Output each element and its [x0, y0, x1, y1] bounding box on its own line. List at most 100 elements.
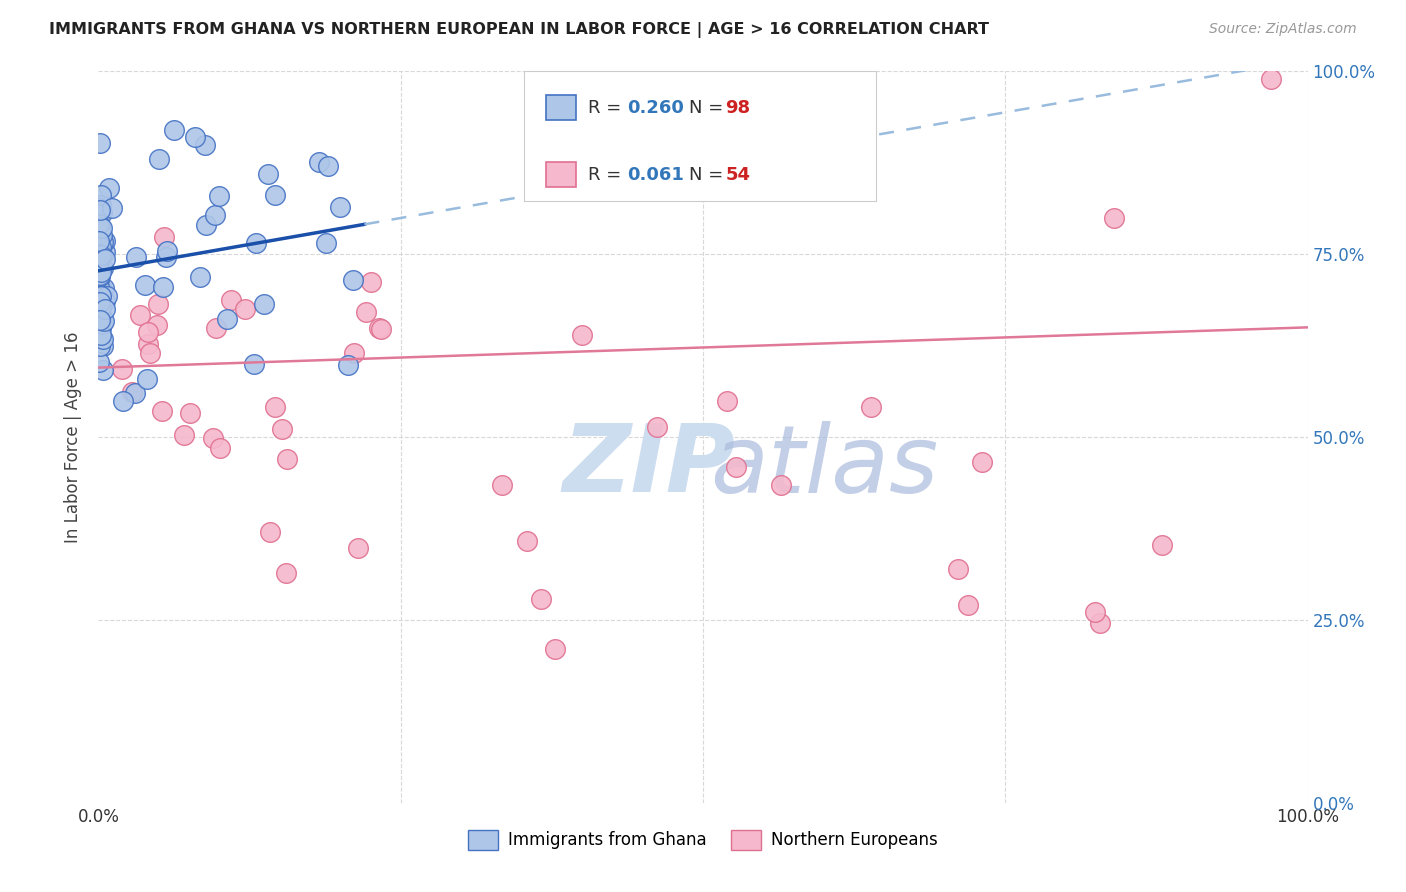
Point — [89, 339, 111, 353]
Point — [89, 268, 111, 283]
Point — [957, 598, 980, 612]
Point — [87, 262, 110, 277]
Point — [367, 321, 389, 335]
Point — [111, 362, 134, 376]
Point — [1260, 71, 1282, 86]
Point — [89, 305, 111, 319]
Legend: Immigrants from Ghana, Northern Europeans: Immigrants from Ghana, Northern European… — [461, 823, 945, 856]
Point — [89, 226, 111, 240]
Point — [343, 346, 366, 360]
Point — [91, 228, 114, 243]
Point — [89, 312, 111, 326]
Point — [89, 285, 111, 299]
Text: 98: 98 — [725, 99, 751, 117]
Point — [125, 250, 148, 264]
Point — [90, 198, 112, 212]
Point — [89, 300, 111, 314]
Point — [179, 406, 201, 420]
Point — [90, 288, 112, 302]
Point — [90, 284, 112, 298]
Point — [90, 265, 112, 279]
Point — [89, 287, 111, 301]
Point — [150, 404, 173, 418]
Point — [90, 288, 112, 302]
Point — [152, 280, 174, 294]
Point — [89, 295, 111, 310]
Text: R =: R = — [588, 99, 627, 117]
Point — [89, 234, 111, 248]
Point — [129, 308, 152, 322]
Point — [90, 188, 112, 202]
Point — [139, 346, 162, 360]
Point — [1088, 616, 1111, 631]
Text: R =: R = — [588, 166, 627, 184]
Point — [148, 152, 170, 166]
Point — [253, 297, 276, 311]
Point — [271, 422, 294, 436]
Point — [91, 205, 114, 219]
Text: 0.260: 0.260 — [627, 99, 683, 117]
Point — [93, 234, 115, 248]
Point — [276, 451, 298, 466]
Point — [89, 223, 111, 237]
Point — [89, 280, 111, 294]
Point — [316, 160, 339, 174]
Point — [89, 248, 111, 262]
Point — [89, 222, 111, 236]
Point — [221, 293, 243, 307]
Point — [356, 305, 378, 319]
Point — [90, 320, 112, 334]
Text: atlas: atlas — [710, 421, 938, 512]
Point — [242, 357, 264, 371]
Point — [204, 208, 226, 222]
Point — [194, 219, 217, 233]
Point — [87, 286, 110, 301]
Point — [370, 322, 392, 336]
Point — [1150, 538, 1173, 552]
Point — [256, 167, 278, 181]
Point — [97, 181, 120, 195]
Point — [948, 562, 970, 576]
Point — [90, 248, 112, 262]
Point — [89, 303, 111, 318]
Point — [188, 270, 211, 285]
Point — [194, 138, 217, 153]
Point — [87, 217, 110, 231]
Point — [163, 123, 186, 137]
Point — [91, 310, 114, 325]
Point — [205, 321, 228, 335]
Point — [87, 201, 110, 215]
Point — [87, 355, 110, 369]
Text: N =: N = — [689, 166, 728, 184]
Point — [87, 207, 110, 221]
Point — [91, 363, 114, 377]
Point — [89, 266, 111, 280]
Point — [89, 202, 111, 217]
Point — [972, 455, 994, 469]
Point — [134, 277, 156, 292]
Point — [859, 400, 882, 414]
Point — [208, 442, 231, 456]
Point — [87, 263, 110, 277]
Y-axis label: In Labor Force | Age > 16: In Labor Force | Age > 16 — [65, 331, 83, 543]
Point — [146, 297, 169, 311]
Point — [153, 229, 176, 244]
Point — [360, 276, 382, 290]
Point — [315, 236, 337, 251]
Point — [89, 251, 111, 265]
Point — [89, 241, 111, 255]
Point — [90, 240, 112, 254]
Text: 54: 54 — [725, 166, 751, 184]
Text: Source: ZipAtlas.com: Source: ZipAtlas.com — [1209, 22, 1357, 37]
Point — [233, 302, 256, 317]
Point — [135, 371, 157, 385]
Point — [87, 247, 110, 261]
Point — [155, 250, 177, 264]
Point — [329, 200, 352, 214]
Point — [543, 641, 565, 656]
Point — [90, 248, 112, 262]
Point — [491, 478, 513, 492]
Point — [89, 271, 111, 285]
Point — [94, 301, 117, 316]
Point — [208, 188, 231, 202]
